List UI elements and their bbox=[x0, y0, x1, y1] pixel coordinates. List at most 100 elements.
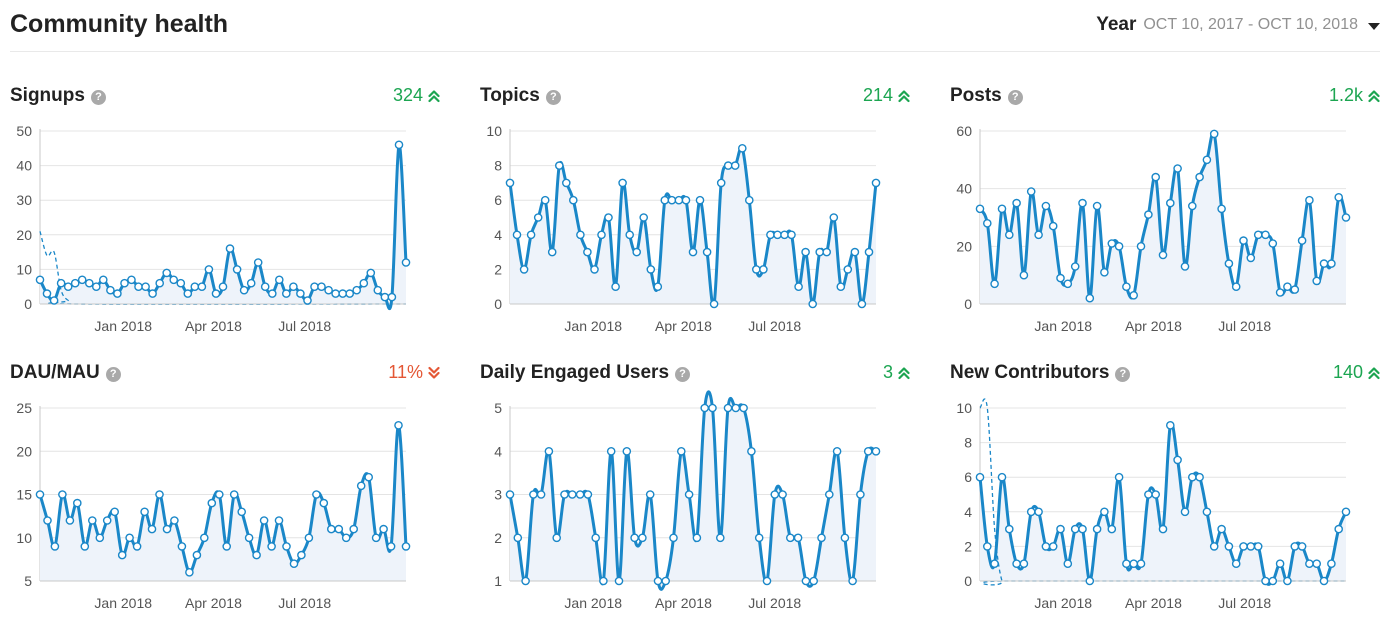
data-point[interactable] bbox=[1092, 201, 1102, 211]
data-point[interactable] bbox=[244, 533, 254, 543]
data-point[interactable] bbox=[274, 275, 284, 285]
data-point[interactable] bbox=[540, 195, 550, 205]
data-point[interactable] bbox=[1305, 195, 1314, 205]
data-point[interactable] bbox=[1026, 187, 1036, 196]
data-point[interactable] bbox=[1202, 507, 1212, 517]
data-point[interactable] bbox=[63, 282, 73, 291]
data-point[interactable] bbox=[387, 292, 397, 302]
data-point[interactable] bbox=[1312, 559, 1322, 568]
data-point[interactable] bbox=[674, 195, 684, 205]
data-point[interactable] bbox=[983, 219, 992, 228]
data-point[interactable] bbox=[747, 447, 756, 456]
data-point[interactable] bbox=[1290, 285, 1300, 294]
data-point[interactable] bbox=[1195, 472, 1204, 482]
data-point[interactable] bbox=[80, 542, 90, 551]
data-point[interactable] bbox=[85, 278, 94, 288]
data-point[interactable] bbox=[199, 533, 209, 543]
panel-title[interactable]: Topics? bbox=[480, 85, 561, 107]
data-point[interactable] bbox=[1100, 507, 1109, 517]
data-point[interactable] bbox=[716, 178, 726, 188]
data-point[interactable] bbox=[1100, 267, 1109, 277]
data-point[interactable] bbox=[1217, 524, 1226, 534]
data-point[interactable] bbox=[1070, 262, 1080, 271]
data-point[interactable] bbox=[349, 524, 359, 534]
help-icon[interactable]: ? bbox=[105, 366, 121, 382]
data-point[interactable] bbox=[759, 265, 768, 274]
data-point[interactable] bbox=[364, 472, 374, 482]
data-point[interactable] bbox=[1268, 576, 1278, 586]
data-point[interactable] bbox=[723, 161, 733, 170]
data-point[interactable] bbox=[614, 576, 624, 586]
data-point[interactable] bbox=[544, 447, 554, 456]
data-point[interactable] bbox=[319, 498, 329, 508]
data-point[interactable] bbox=[1209, 129, 1219, 139]
data-point[interactable] bbox=[1056, 273, 1065, 283]
data-point[interactable] bbox=[386, 542, 396, 551]
data-point[interactable] bbox=[1283, 282, 1292, 291]
data-point[interactable] bbox=[1275, 559, 1285, 568]
data-point[interactable] bbox=[793, 533, 803, 543]
data-point[interactable] bbox=[568, 490, 577, 499]
data-point[interactable] bbox=[618, 178, 627, 188]
panel-title[interactable]: DAU/MAU? bbox=[10, 362, 121, 384]
data-point[interactable] bbox=[817, 533, 826, 543]
data-point[interactable] bbox=[237, 507, 246, 517]
data-point[interactable] bbox=[622, 447, 632, 456]
data-point[interactable] bbox=[185, 567, 194, 577]
data-point[interactable] bbox=[102, 516, 112, 525]
data-point[interactable] bbox=[267, 542, 276, 551]
data-point[interactable] bbox=[334, 524, 344, 534]
caret-down-icon[interactable] bbox=[1368, 22, 1380, 30]
data-point[interactable] bbox=[975, 204, 985, 214]
data-point[interactable] bbox=[843, 265, 853, 274]
panel-title[interactable]: Daily Engaged Users? bbox=[480, 362, 691, 384]
data-point[interactable] bbox=[856, 490, 865, 499]
data-point[interactable] bbox=[1026, 507, 1036, 517]
data-point[interactable] bbox=[780, 230, 789, 240]
data-point[interactable] bbox=[1070, 524, 1080, 534]
data-point[interactable] bbox=[88, 516, 97, 525]
panel-title[interactable]: New Contributors? bbox=[950, 362, 1131, 384]
data-point[interactable] bbox=[289, 282, 298, 291]
data-point[interactable] bbox=[770, 490, 780, 499]
data-point[interactable] bbox=[583, 490, 593, 499]
data-point[interactable] bbox=[1151, 172, 1160, 182]
data-point[interactable] bbox=[1327, 559, 1336, 568]
data-point[interactable] bbox=[338, 289, 348, 298]
data-point[interactable] bbox=[1048, 221, 1058, 231]
data-point[interactable] bbox=[560, 490, 569, 499]
data-point[interactable] bbox=[1239, 542, 1248, 551]
data-point[interactable] bbox=[1136, 559, 1146, 568]
data-point[interactable] bbox=[246, 278, 256, 288]
data-point[interactable] bbox=[373, 285, 383, 295]
data-point[interactable] bbox=[1253, 542, 1263, 551]
data-point[interactable] bbox=[547, 247, 557, 257]
data-point[interactable] bbox=[1195, 172, 1204, 182]
data-point[interactable] bbox=[1290, 542, 1300, 551]
data-point[interactable] bbox=[1136, 242, 1146, 251]
data-point[interactable] bbox=[850, 247, 860, 257]
data-point[interactable] bbox=[688, 247, 698, 257]
data-point[interactable] bbox=[1305, 559, 1314, 568]
panel-title[interactable]: Signups? bbox=[10, 85, 106, 107]
data-point[interactable] bbox=[591, 533, 600, 543]
data-point[interactable] bbox=[1165, 198, 1175, 208]
data-point[interactable] bbox=[667, 195, 677, 205]
data-point[interactable] bbox=[113, 289, 122, 298]
data-point[interactable] bbox=[211, 289, 221, 298]
data-point[interactable] bbox=[639, 213, 648, 222]
data-point[interactable] bbox=[117, 550, 127, 560]
data-point[interactable] bbox=[312, 490, 321, 499]
data-point[interactable] bbox=[611, 282, 620, 291]
data-point[interactable] bbox=[604, 213, 613, 222]
data-point[interactable] bbox=[379, 524, 388, 534]
data-point[interactable] bbox=[1261, 230, 1270, 240]
data-point[interactable] bbox=[134, 282, 143, 291]
data-point[interactable] bbox=[630, 533, 639, 543]
data-point[interactable] bbox=[1019, 559, 1029, 568]
data-point[interactable] bbox=[1334, 524, 1344, 534]
data-point[interactable] bbox=[1005, 230, 1014, 240]
data-point[interactable] bbox=[197, 282, 207, 291]
data-point[interactable] bbox=[120, 278, 129, 288]
data-point[interactable] bbox=[1129, 559, 1138, 568]
